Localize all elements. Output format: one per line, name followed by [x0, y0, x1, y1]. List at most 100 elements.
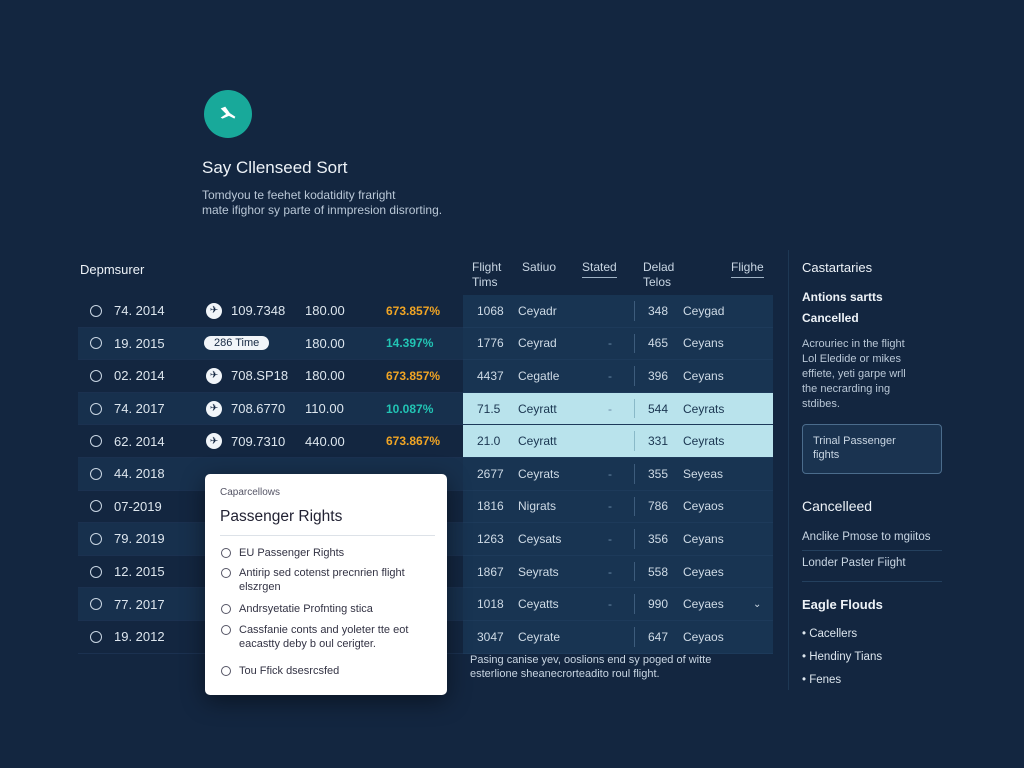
cell-c2: Seyrats: [518, 564, 559, 579]
table-row[interactable]: 1263 Ceysats - 356 Ceyans: [463, 523, 773, 556]
cell-c2: Nigrats: [518, 499, 557, 514]
cell-c4: Ceyaes: [683, 564, 724, 579]
mid-header-3[interactable]: Delad Telos: [643, 260, 674, 290]
departure-column-header[interactable]: Depmsurer: [80, 262, 145, 277]
mid-header-0[interactable]: Flight Tims: [472, 260, 501, 290]
plane-icon: ✈: [206, 367, 222, 384]
rights-option[interactable]: Andrsyetatie Profnting stica: [221, 602, 437, 616]
dash-mark: -: [608, 597, 612, 612]
cell-c2: Ceyatts: [518, 597, 559, 612]
cell-c4: Ceygad: [683, 303, 725, 318]
header-line: Tims: [472, 275, 498, 289]
flight-code: 708.6770: [231, 401, 286, 417]
departure-date: 79. 2019: [114, 531, 165, 547]
header-line: Delad: [643, 260, 675, 274]
cell-c1: 3047: [477, 629, 504, 644]
option-text: Antirip sed cotenst precnrien flight elsz…: [239, 566, 405, 594]
table-row[interactable]: 1776 Ceyrad - 465 Ceyans: [463, 328, 773, 361]
cell-c1: 1776: [477, 336, 504, 351]
table-row[interactable]: 71.5 Ceyratt - 544 Ceyrats: [463, 392, 773, 426]
dash-mark: -: [608, 368, 612, 383]
option-text: Andrsyetatie Profnting stica: [239, 602, 373, 616]
departure-date: 19. 2015: [114, 335, 165, 351]
mid-header-4[interactable]: Flighe: [731, 260, 764, 278]
clock-icon: [90, 369, 102, 382]
radio-button[interactable]: [221, 568, 231, 578]
rights-option[interactable]: Antirip sed cotenst precnrien flight elsz…: [221, 566, 437, 594]
description-line: effiete, yeti garpe wrll: [802, 368, 906, 380]
sidebar-bullet-1[interactable]: • Cacellers: [802, 628, 858, 640]
departure-date: 12. 2015: [114, 564, 165, 580]
table-row[interactable]: 2677 Ceyrats - 355 Seyeas: [463, 458, 773, 491]
table-row[interactable]: 1867 Seyrats - 558 Ceyaes: [463, 556, 773, 589]
cell-c2: Ceyadr: [518, 303, 557, 318]
passenger-rights-button[interactable]: Trinal Passenger fights: [802, 424, 942, 474]
table-row[interactable]: 19. 2015 286 Time 180.00 14.397%: [78, 327, 463, 361]
cell-c2: Ceyrad: [518, 336, 557, 351]
table-row[interactable]: 21.0 Ceyratt 331 Ceyrats: [463, 425, 773, 458]
fare-value: 180.00: [305, 303, 345, 319]
popup-title: Passenger Rights: [220, 508, 343, 525]
cell-c1: 71.5: [477, 401, 501, 416]
sidebar-bullet-3[interactable]: • Fenes: [802, 674, 842, 686]
radio-button[interactable]: [221, 548, 231, 558]
cell-c1: 1263: [477, 531, 504, 546]
table-row[interactable]: 74. 2014 ✈ 109.7348 180.00 673.857%: [78, 295, 463, 328]
cell-c3: 990: [648, 597, 669, 612]
option-line: eacastty deby b oul cerigter.: [239, 638, 376, 650]
table-row[interactable]: 1018 Ceyatts - 990 Ceyaes ⌄: [463, 588, 773, 621]
clock-icon: [90, 598, 102, 611]
cell-c3: 331: [648, 434, 669, 449]
column-divider: [634, 496, 635, 517]
column-divider: [634, 594, 635, 614]
cell-c2: Ceyrats: [518, 466, 560, 481]
radio-button[interactable]: [221, 666, 231, 676]
departure-date: 44. 2018: [114, 466, 165, 482]
table-row[interactable]: 4437 Cegatle - 396 Ceyans: [463, 360, 773, 393]
fare-value: 180.00: [305, 335, 345, 351]
table-row[interactable]: 74. 2017 ✈ 708.6770 110.00 10.087%: [78, 392, 463, 426]
radio-button[interactable]: [221, 625, 231, 635]
sidebar-title: Castartaries: [802, 260, 873, 275]
description-line: stdibes.: [802, 398, 840, 410]
flight-status-table: 1068 Ceyadr 348 Ceygad 1776 Ceyrad -465 Ceyans 4…: [463, 295, 773, 654]
sidebar-bullet-2[interactable]: • Hendiny Tians: [802, 651, 883, 663]
cell-c1: 2677: [477, 466, 504, 481]
departure-date: 77. 2017: [114, 596, 165, 612]
plane-icon: ✈: [206, 433, 222, 450]
mid-header-1[interactable]: Satiuo: [522, 260, 556, 275]
rights-option[interactable]: Tou Ffick dsesrcsfed: [221, 664, 437, 678]
sidebar-separator: [802, 581, 942, 582]
sidebar-link-1[interactable]: Anclike Pmose to mgiitos: [802, 531, 931, 543]
clock-icon: [90, 402, 102, 415]
sidebar-divider: [788, 250, 789, 690]
table-row[interactable]: 1816 Nigrats - 786 Ceyaos: [463, 491, 773, 524]
dash-mark: -: [608, 466, 612, 481]
option-text: Tou Ffick dsesrcsfed: [239, 664, 339, 678]
mid-header-2[interactable]: Stated: [582, 260, 617, 278]
table-footnote: Pasing canise yev, ooslions end sy poged…: [470, 654, 712, 680]
table-row[interactable]: 02. 2014 ✈ 708.SP18 180.00 673.857%: [78, 360, 463, 393]
rights-option[interactable]: EU Passenger Rights: [221, 546, 437, 560]
dash-mark: -: [608, 336, 612, 351]
page-subtitle: Tomdyou te feehet kodatidity fraright ma…: [202, 188, 443, 217]
time-badge[interactable]: 286 Time: [204, 336, 270, 351]
table-row[interactable]: 1068 Ceyadr 348 Ceygad: [463, 295, 773, 328]
column-divider: [634, 333, 635, 354]
plane-icon: [220, 106, 236, 119]
cell-c4: Ceyrats: [683, 401, 725, 416]
table-row[interactable]: 3047 Ceyrate 647 Ceyaos: [463, 621, 773, 654]
table-row[interactable]: 62. 2014 ✈ 709.7310 440.00 673.867%: [78, 425, 463, 458]
sidebar-description: Acrouriec in the flight Lol Eledide or mi…: [802, 337, 952, 412]
option-text: Cassfanie conts and yoleter tte eot eacas…: [239, 623, 408, 651]
column-divider: [634, 561, 635, 582]
radio-button[interactable]: [221, 604, 231, 614]
plane-icon: ✈: [206, 400, 222, 417]
sidebar-status: Cancelled: [802, 311, 859, 325]
rights-option[interactable]: Cassfanie conts and yoleter tte eot eacas…: [221, 623, 437, 651]
sidebar-link-2[interactable]: Londer Paster Fiight: [802, 557, 906, 569]
departure-date: 19. 2012: [114, 629, 165, 645]
cell-c3: 544: [648, 401, 669, 416]
sidebar-separator: [802, 550, 942, 551]
chevron-down-icon[interactable]: ⌄: [753, 598, 762, 610]
